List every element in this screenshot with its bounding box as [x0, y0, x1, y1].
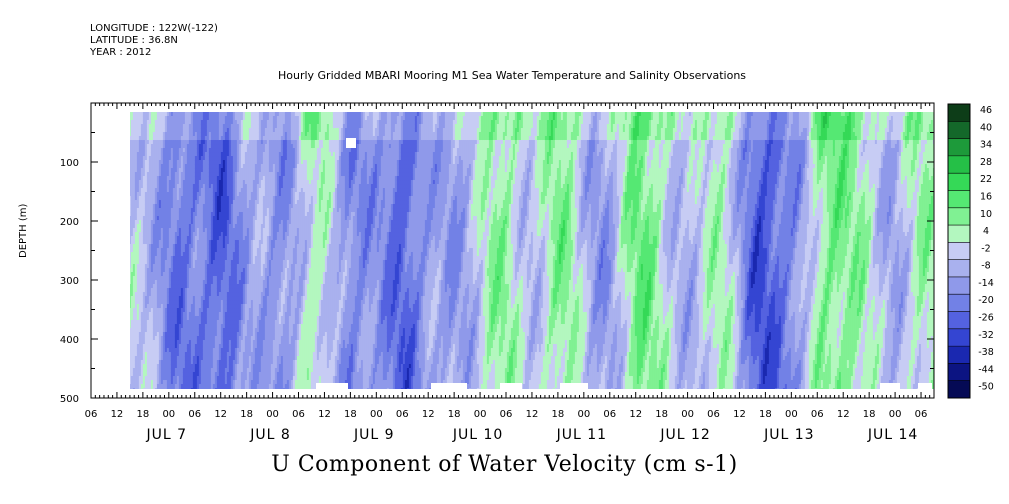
heatmap-field [117, 112, 935, 392]
